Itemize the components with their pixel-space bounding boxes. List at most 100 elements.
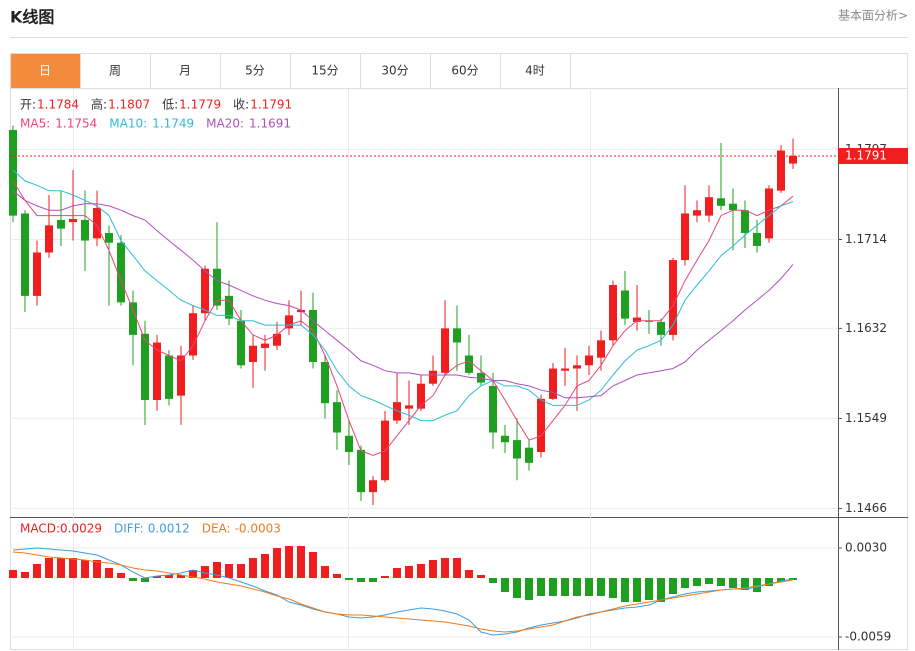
- summary-value: 1.1791: [250, 98, 292, 112]
- summary-label: 收:: [233, 98, 249, 112]
- macd-bar: [309, 552, 317, 578]
- candle-body: [501, 435, 509, 443]
- candle-body: [417, 383, 425, 409]
- macd-bar: [633, 578, 641, 602]
- candle-body: [297, 309, 305, 313]
- macd-bar: [165, 575, 173, 578]
- legend-label: DIFF:: [114, 522, 144, 536]
- macd-bar: [609, 578, 617, 598]
- tab-label[interactable]: 日: [39, 64, 51, 78]
- tab-label[interactable]: 4时: [525, 64, 545, 78]
- macd-bar: [693, 578, 701, 586]
- macd-bar: [93, 560, 101, 578]
- ma-line: [12, 169, 794, 422]
- macd-bar: [501, 578, 509, 592]
- macd-bar: [57, 558, 65, 578]
- legend-value: -0.0003: [235, 522, 281, 536]
- legend-value: 0.0012: [148, 522, 190, 536]
- macd-bar: [201, 566, 209, 578]
- candle-body: [561, 368, 569, 371]
- tab-label[interactable]: 月: [179, 64, 191, 78]
- macd-bar: [21, 572, 29, 578]
- tab[interactable]: [80, 53, 151, 89]
- candle-body: [621, 290, 629, 319]
- candle-body: [465, 355, 473, 373]
- tab-label[interactable]: 30分: [381, 64, 408, 78]
- candle-body: [33, 252, 41, 296]
- candle-body: [273, 333, 281, 346]
- last-price-label: 1.1791: [845, 148, 887, 162]
- macd-bar: [237, 564, 245, 578]
- candle-body: [81, 219, 89, 241]
- candle-body: [213, 268, 221, 306]
- candle-body: [549, 368, 557, 399]
- y-tick-label: 1.1632: [845, 321, 887, 335]
- candle-body: [201, 268, 209, 314]
- macd-bar: [585, 578, 593, 596]
- macd-bar: [645, 578, 653, 600]
- macd-bar: [717, 578, 725, 586]
- last-price-tag: [838, 147, 908, 164]
- candle-body: [249, 345, 257, 363]
- macd-bar: [345, 578, 353, 580]
- candle-body: [429, 370, 437, 384]
- macd-bar: [333, 574, 341, 578]
- macd-bar: [249, 558, 257, 578]
- candle-body: [237, 320, 245, 366]
- tab[interactable]: [290, 53, 361, 89]
- tab-label[interactable]: 5分: [245, 64, 265, 78]
- macd-bar: [141, 578, 149, 582]
- candle-body: [177, 355, 185, 396]
- macd-bar: [9, 570, 17, 578]
- candle-body: [669, 260, 677, 335]
- tab[interactable]: [500, 53, 571, 89]
- macd-bar: [657, 578, 665, 602]
- macd-bar: [477, 575, 485, 578]
- macd-bar: [297, 546, 305, 578]
- macd-bar: [105, 568, 113, 578]
- tab[interactable]: [150, 53, 221, 89]
- candle-body: [537, 398, 545, 453]
- tab-label[interactable]: 15分: [311, 64, 338, 78]
- candle-body: [45, 225, 53, 253]
- macd-bar: [417, 564, 425, 578]
- macd-bar: [285, 546, 293, 578]
- macd-bar: [273, 548, 281, 578]
- y-tick-label: 1.1549: [845, 411, 887, 425]
- candle-body: [105, 232, 113, 243]
- tab-label[interactable]: 60分: [451, 64, 478, 78]
- candle-body: [333, 402, 341, 433]
- macd-bar: [669, 578, 677, 594]
- candle-body: [345, 435, 353, 453]
- macd-bar: [777, 578, 785, 582]
- macd-bar: [261, 554, 269, 578]
- summary-label: 高:: [91, 97, 107, 112]
- macd-bar: [225, 564, 233, 578]
- page-title: K线图: [10, 8, 54, 27]
- macd-bar: [549, 578, 557, 596]
- fundamental-link[interactable]: 基本面分析>: [838, 9, 908, 23]
- candle-body: [441, 328, 449, 373]
- candle-body: [573, 365, 581, 369]
- candle-body: [357, 449, 365, 493]
- candle-body: [405, 405, 413, 409]
- legend-label: MA10:: [109, 117, 147, 131]
- legend-label: MA20:: [206, 117, 244, 131]
- macd-bar: [573, 578, 581, 596]
- tab-label[interactable]: 周: [109, 64, 121, 78]
- macd-bar: [537, 578, 545, 596]
- macd-bar: [705, 578, 713, 584]
- legend-label: DEA:: [202, 522, 231, 536]
- candle-body: [117, 242, 125, 303]
- candle-body: [693, 210, 701, 216]
- candle-body: [717, 198, 725, 206]
- summary-value: 1.1784: [37, 98, 79, 112]
- macd-bar: [729, 578, 737, 588]
- tab[interactable]: [10, 53, 81, 89]
- candle-body: [705, 197, 713, 216]
- candle-body: [657, 321, 665, 335]
- candle-body: [57, 219, 65, 229]
- macd-bar: [561, 578, 569, 596]
- macd-bar: [129, 578, 137, 581]
